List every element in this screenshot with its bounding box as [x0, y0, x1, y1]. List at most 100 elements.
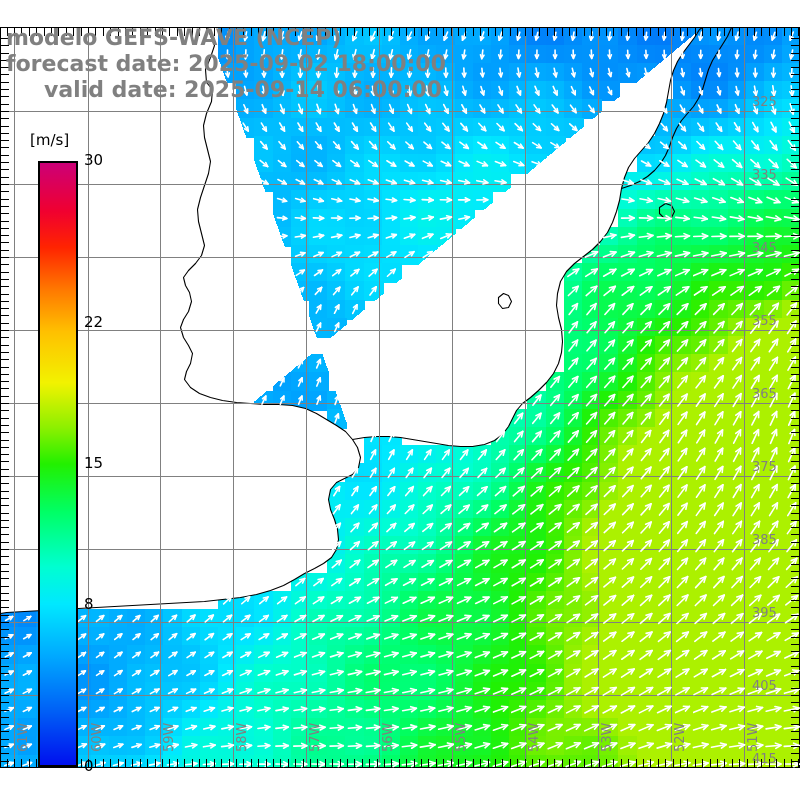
axis-tick-left — [0, 753, 9, 754]
axis-tick-right — [791, 629, 800, 630]
axis-tick-bottom — [266, 759, 267, 768]
axis-tick-right — [791, 279, 800, 280]
axis-tick-bottom — [155, 759, 156, 768]
axis-tick-bottom — [643, 759, 644, 768]
axis-tick-top — [214, 27, 215, 36]
axis-tick-left — [0, 666, 9, 667]
axis-tick-bottom — [95, 759, 96, 768]
axis-tick-left — [0, 746, 9, 747]
axis-tick-bottom — [421, 759, 422, 768]
axis-tick-bottom — [162, 759, 163, 768]
axis-tick-top — [428, 27, 429, 36]
longitude-label: 58W — [235, 722, 250, 752]
longitude-label: 54W — [527, 722, 542, 752]
axis-tick-top — [391, 27, 392, 36]
axis-tick-bottom — [354, 759, 355, 768]
axis-tick-top — [495, 27, 496, 36]
axis-tick-right — [791, 724, 800, 725]
axis-tick-left — [0, 177, 9, 178]
axis-tick-top — [140, 27, 141, 36]
axis-tick-top — [340, 27, 341, 36]
axis-tick-left — [0, 184, 9, 185]
axis-tick-top — [332, 27, 333, 36]
axis-tick-right — [791, 45, 800, 46]
axis-tick-right — [791, 651, 800, 652]
axis-tick-left — [0, 607, 9, 608]
axis-labels-layer: 61W 60W 59W 58W 57W 56W 55W 54W 53W 52W 51W 325 335 3… — [0, 27, 800, 768]
axis-tick-left — [0, 279, 9, 280]
axis-tick-bottom — [81, 759, 82, 768]
axis-tick-top — [643, 27, 644, 36]
axis-tick-right — [791, 330, 800, 331]
axis-tick-right — [791, 191, 800, 192]
latitude-label: 375 — [752, 460, 777, 475]
axis-tick-right — [791, 337, 800, 338]
axis-tick-left — [0, 45, 9, 46]
axis-tick-right — [791, 74, 800, 75]
axis-tick-right — [791, 476, 800, 477]
axis-tick-top — [266, 27, 267, 36]
axis-tick-bottom — [347, 759, 348, 768]
axis-tick-left — [0, 637, 9, 638]
axis-tick-bottom — [599, 759, 600, 768]
longitude-label: 61W — [16, 722, 31, 752]
axis-tick-top — [169, 27, 170, 36]
axis-tick-top — [29, 27, 30, 36]
axis-tick-bottom — [562, 759, 563, 768]
axis-tick-left — [0, 410, 9, 411]
axis-tick-right — [791, 294, 800, 295]
axis-tick-bottom — [739, 759, 740, 768]
colorbar-tick-22: 22 — [84, 312, 104, 331]
axis-tick-right — [791, 615, 800, 616]
axis-tick-left — [0, 345, 9, 346]
axis-tick-top — [229, 27, 230, 36]
axis-tick-right — [791, 67, 800, 68]
longitude-label: 52W — [673, 722, 688, 752]
axis-tick-right — [791, 301, 800, 302]
axis-tick-bottom — [14, 759, 15, 768]
axis-tick-top — [576, 27, 577, 36]
axis-tick-bottom — [724, 759, 725, 768]
axis-tick-bottom — [273, 759, 274, 768]
axis-tick-bottom — [332, 759, 333, 768]
axis-tick-bottom — [206, 759, 207, 768]
axis-tick-right — [791, 731, 800, 732]
axis-tick-right — [791, 367, 800, 368]
axis-tick-left — [0, 162, 9, 163]
axis-tick-left — [0, 731, 9, 732]
axis-tick-bottom — [391, 759, 392, 768]
axis-tick-top — [776, 27, 777, 36]
axis-tick-left — [0, 169, 9, 170]
axis-tick-left — [0, 118, 9, 119]
axis-tick-left — [0, 257, 9, 258]
axis-tick-right — [791, 564, 800, 565]
axis-tick-right — [791, 403, 800, 404]
axis-tick-bottom — [88, 759, 89, 768]
axis-tick-top — [480, 27, 481, 36]
axis-tick-bottom — [280, 759, 281, 768]
axis-tick-bottom — [428, 759, 429, 768]
colorbar-tick-15: 15 — [84, 454, 104, 472]
axis-tick-top — [739, 27, 740, 36]
axis-tick-bottom — [695, 759, 696, 768]
axis-tick-right — [791, 586, 800, 587]
axis-tick-bottom — [754, 759, 755, 768]
axis-tick-top — [155, 27, 156, 36]
axis-tick-bottom — [761, 759, 762, 768]
axis-tick-left — [0, 505, 9, 506]
axis-tick-top — [369, 27, 370, 36]
axis-tick-left — [0, 629, 9, 630]
axis-tick-top — [784, 27, 785, 36]
axis-tick-bottom — [525, 759, 526, 768]
axis-tick-left — [0, 658, 9, 659]
axis-tick-top — [702, 27, 703, 36]
axis-tick-bottom — [517, 759, 518, 768]
axis-tick-right — [791, 498, 800, 499]
axis-tick-top — [192, 27, 193, 36]
axis-tick-right — [791, 242, 800, 243]
axis-tick-bottom — [606, 759, 607, 768]
axis-tick-right — [791, 147, 800, 148]
axis-tick-left — [0, 286, 9, 287]
axis-tick-bottom — [465, 759, 466, 768]
axis-tick-bottom — [717, 759, 718, 768]
